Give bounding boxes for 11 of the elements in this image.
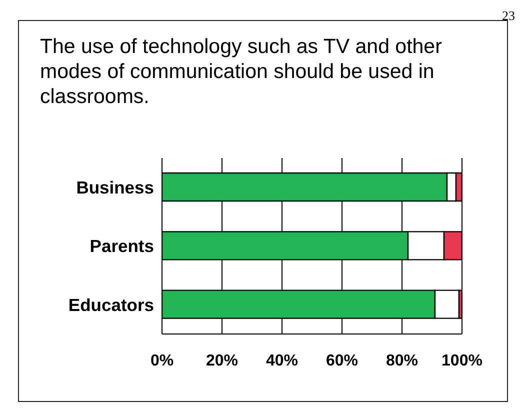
chart-title: The use of technology such as TV and other modes of communication should be used in classrooms.	[40, 34, 443, 109]
x-tick-label: 40%	[266, 352, 298, 370]
y-tick-label: Parents	[90, 236, 154, 256]
y-tick-label: Educators	[68, 294, 154, 315]
y-tick-label: Business	[76, 178, 154, 198]
x-tick-label: 80%	[386, 352, 418, 370]
text: 23	[502, 8, 515, 24]
x-tick-label: 20%	[206, 352, 238, 370]
x-tick-label: 100%	[442, 352, 482, 370]
x-tick-label: 0%	[150, 352, 174, 370]
x-tick-label: 60%	[326, 352, 358, 370]
